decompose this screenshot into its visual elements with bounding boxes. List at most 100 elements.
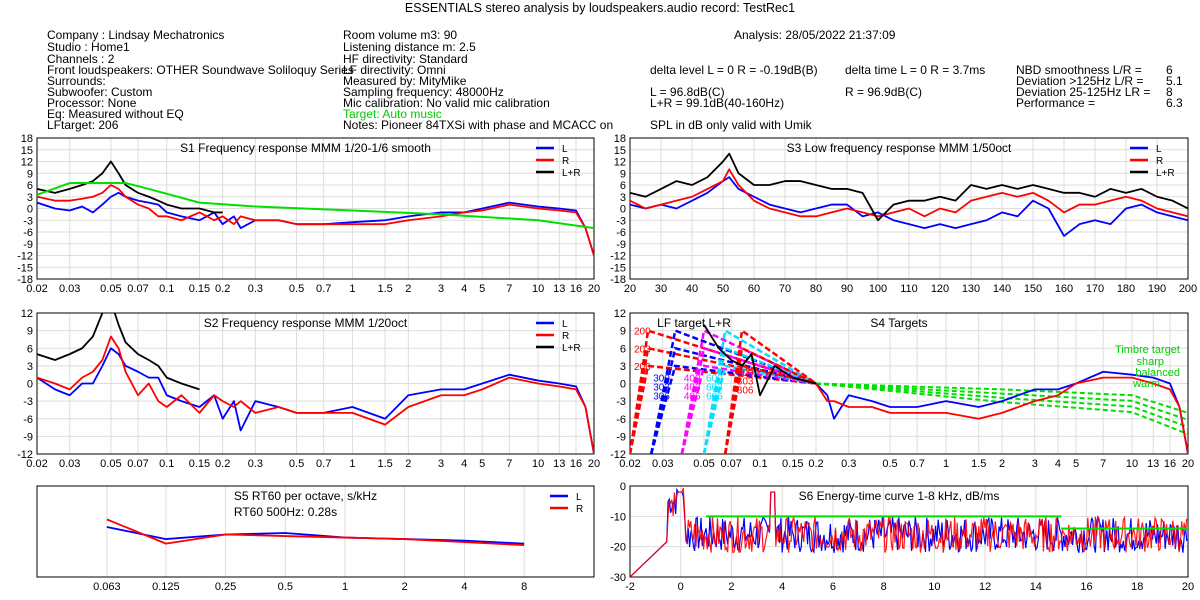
spl-sum: L+R = 99.1dB(40-160Hz)	[650, 96, 785, 110]
lf-target-label: 803	[737, 377, 754, 388]
spl-right: R = 96.9dB(C)	[845, 85, 923, 99]
timbre-target-line	[815, 382, 1188, 421]
plot-frame	[629, 312, 1189, 455]
lf-target-label: 600	[706, 374, 723, 385]
chart-s4: 0.02 0.03 0.05 0.07 0.1 0.15 0.2 0.3 0.5 0.7 1 1.5 2…	[610, 308, 1194, 470]
chart-title: S4 Targets	[870, 316, 927, 330]
series-line-l	[815, 370, 1188, 454]
plot-area	[37, 160, 594, 256]
x-tick-label: 180	[1117, 283, 1135, 295]
x-tick-label: 0.02	[26, 458, 47, 470]
y-tick-label: -6	[23, 227, 33, 239]
x-tick-label: 90	[841, 283, 853, 295]
y-tick-label: 9	[620, 168, 626, 180]
series-line-target	[37, 182, 594, 230]
series-line-l	[106, 526, 525, 545]
chart-s3: 20 30 40 50 60 70 80 90 100 110 120 130 140 150 160 170…	[610, 133, 1197, 295]
chart-title: S6 Energy-time curve 1-8 kHz, dB/ms	[799, 489, 1000, 503]
x-tick-label: 0.25	[215, 581, 236, 593]
annotation: warm	[1132, 378, 1160, 390]
info-line: Room volume m3: 90	[343, 28, 458, 42]
metric-value: 6	[1166, 63, 1173, 77]
timbre-target-line	[815, 382, 1188, 435]
x-tick-label: 1.5	[971, 458, 986, 470]
x-tick-label: 0.15	[782, 458, 803, 470]
x-tick-label: 30	[655, 283, 667, 295]
x-tick-label: 4	[461, 283, 467, 295]
x-tick-label: 0.07	[127, 458, 148, 470]
x-tick-label: 80	[810, 283, 822, 295]
x-tick-label: 0.5	[882, 458, 897, 470]
lf-target-label: 200	[634, 327, 651, 338]
delta-time: delta time L = 0 R = 3.7ms	[845, 63, 986, 77]
x-tick-label: 0.7	[316, 283, 331, 295]
series-line-r	[815, 376, 1188, 454]
x-tick-label: 0.05	[100, 458, 121, 470]
series-line-r	[37, 184, 594, 256]
x-tick-label: 0.1	[159, 458, 174, 470]
x-tick-label: -2	[625, 581, 635, 593]
x-tick-label: 5	[479, 458, 485, 470]
y-tick-label: -6	[616, 414, 626, 426]
x-tick-label: 20	[588, 283, 600, 295]
report-title: ESSENTIALS stereo analysis by loudspeake…	[404, 1, 796, 15]
x-tick-label: 150	[1024, 283, 1042, 295]
x-tick-label: 0.3	[248, 458, 263, 470]
target-line: Target: Auto music	[343, 107, 442, 121]
metric-label: Deviation 25-125Hz LR =	[1016, 85, 1151, 99]
chart-title: S5 RT60 per octave, s/kHz	[234, 489, 377, 503]
x-tick-label: 1.5	[377, 458, 392, 470]
x-tick-label: 16	[1164, 458, 1176, 470]
y-tick-label: 15	[21, 145, 33, 157]
legend-label: L	[562, 144, 568, 155]
x-tick-label: 0.03	[59, 283, 80, 295]
y-tick-label: 6	[27, 343, 33, 355]
x-tick-label: 0.2	[215, 283, 230, 295]
x-tick-label: 3	[438, 283, 444, 295]
plot-area	[630, 487, 1188, 577]
legend-label: L	[1156, 144, 1162, 155]
lf-target-label: 306	[653, 391, 670, 402]
plot-area	[37, 313, 594, 454]
series-line-r	[630, 168, 1188, 218]
x-tick-label: 16	[1080, 581, 1092, 593]
lf-target-line	[630, 346, 817, 454]
spl-left: L = 96.8dB(C)	[650, 85, 725, 99]
chart-s2: 0.02 0.03 0.05 0.07 0.1 0.15 0.2 0.3 0.5 0.7 1 1.5 2…	[17, 308, 600, 470]
lf-target-label: 303	[653, 382, 670, 393]
legend-label: L+R	[1156, 168, 1175, 179]
legend-label: R	[562, 331, 569, 342]
x-tick-label: 1	[943, 458, 949, 470]
y-tick-label: 6	[27, 180, 33, 192]
y-tick-label: -15	[17, 262, 33, 274]
x-tick-label: 8	[521, 581, 527, 593]
info-line: Front loudspeakers: OTHER Soundwave Soli…	[47, 63, 354, 77]
x-tick-label: 10	[532, 458, 544, 470]
y-tick-label: 6	[620, 180, 626, 192]
timbre-target-line	[815, 382, 1188, 414]
series-line-r	[37, 335, 594, 454]
x-tick-label: 0.7	[316, 458, 331, 470]
lf-target-line	[649, 346, 817, 454]
x-tick-label: 60	[748, 283, 760, 295]
x-tick-label: 0.02	[619, 458, 640, 470]
x-tick-label: 0.5	[278, 581, 293, 593]
chart-title: S2 Frequency response MMM 1/20oct	[204, 316, 408, 330]
y-tick-label: 3	[27, 192, 33, 204]
lf-target-line	[680, 346, 817, 454]
delta-level: delta level L = 0 R = -0.19dB(B)	[650, 63, 818, 77]
x-tick-label: 20	[1182, 581, 1194, 593]
metric-label: Deviation >125Hz L/R =	[1016, 74, 1144, 88]
x-tick-label: 70	[779, 283, 791, 295]
y-tick-label: -15	[610, 262, 626, 274]
plot-frame	[36, 312, 595, 455]
info-line: Company : Lindsay Mechatronics	[47, 28, 225, 42]
x-tick-label: 7	[506, 458, 512, 470]
x-tick-label: 0.02	[26, 283, 47, 295]
y-tick-label: -12	[17, 251, 33, 263]
x-tick-label: 130	[962, 283, 980, 295]
lf-target-label: 606	[706, 391, 723, 402]
info-line: Surrounds:	[47, 74, 106, 88]
x-tick-label: 0.07	[720, 458, 741, 470]
